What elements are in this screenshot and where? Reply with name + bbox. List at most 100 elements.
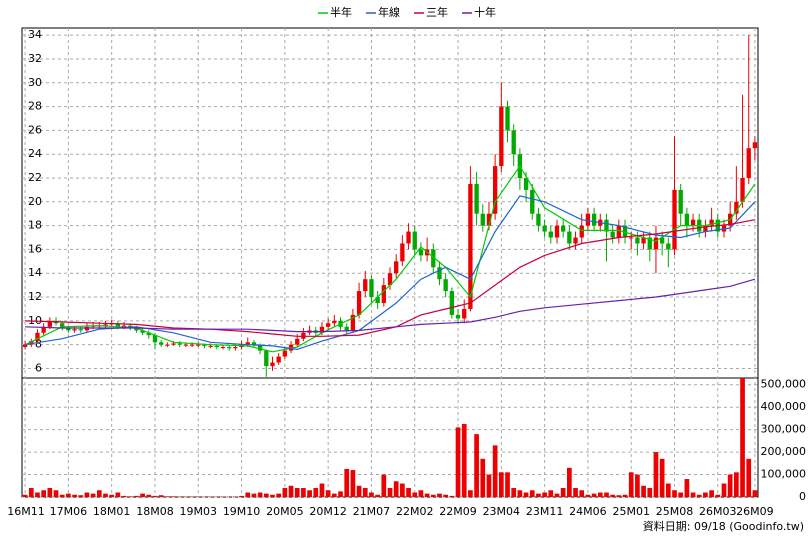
volume-bar	[338, 491, 343, 497]
candle-body	[554, 225, 560, 238]
candle-body	[740, 178, 745, 202]
volume-bar	[344, 468, 350, 497]
volume-bar	[548, 490, 554, 497]
volume-bar	[239, 495, 244, 497]
volume-bar	[375, 494, 380, 497]
volume-bar	[492, 445, 498, 497]
candle-body	[325, 323, 331, 327]
y2-tick-label: 100,000	[761, 468, 807, 481]
volume-bar	[294, 488, 300, 497]
y-tick-label: 12	[28, 290, 42, 303]
candle-body	[653, 237, 659, 250]
candle-body	[208, 345, 213, 347]
volume-bar	[369, 492, 374, 497]
ma-line	[25, 278, 756, 333]
candle-body	[115, 323, 121, 327]
candle-body	[394, 261, 399, 274]
x-tick-label: 19M10	[223, 505, 261, 518]
candle-body	[499, 106, 504, 167]
volume-bar	[418, 490, 424, 497]
y-tick-label: 24	[28, 147, 42, 160]
volume-bar	[709, 490, 714, 497]
volume-bar	[659, 458, 665, 497]
volume-bar	[647, 488, 653, 497]
candle-body	[629, 237, 634, 239]
x-tick-label: 19M03	[180, 505, 218, 518]
volume-bar	[270, 494, 275, 497]
x-tick-label: 18M01	[93, 505, 131, 518]
y2-tick-label: 500,000	[761, 378, 807, 391]
volume-bar	[22, 494, 28, 497]
candle-body	[387, 273, 393, 286]
candle-body	[381, 285, 386, 303]
volume-bar	[158, 495, 164, 497]
legend-label: 十年	[474, 5, 496, 19]
candle-body	[505, 106, 510, 131]
candle-body	[462, 308, 467, 319]
candle-body	[60, 323, 65, 328]
candle-body	[152, 335, 158, 343]
volume-bar	[740, 378, 745, 497]
volume-bar	[455, 427, 461, 497]
volume-bar	[245, 492, 251, 497]
volume-bar	[653, 452, 659, 497]
candle-body	[684, 213, 690, 226]
volume-bar	[628, 472, 634, 497]
candle-body	[616, 225, 622, 238]
candle-body	[530, 189, 535, 214]
candle-body	[492, 166, 498, 214]
volume-bar	[325, 490, 331, 497]
y2-tick-label: 400,000	[761, 400, 807, 413]
x-tick-label: 17M06	[50, 505, 88, 518]
x-tick-label: 20M12	[309, 505, 347, 518]
x-tick-label: 23M04	[483, 505, 521, 518]
candle-body	[703, 225, 708, 232]
y2-tick-label: 0	[799, 490, 806, 503]
volume-bar	[134, 495, 139, 497]
volume-bar	[53, 490, 59, 497]
candle-body	[202, 344, 207, 346]
candle-body	[165, 344, 170, 346]
x-tick-label: 25M01	[612, 505, 650, 518]
candle-body	[523, 178, 529, 190]
candle-body	[449, 291, 455, 315]
volume-bar	[78, 495, 84, 497]
volume-bar	[412, 492, 418, 497]
volume-bar	[406, 488, 411, 497]
candle-body	[666, 243, 671, 250]
candle-body	[548, 231, 553, 238]
volume-bar	[59, 494, 65, 497]
candle-body	[319, 326, 325, 333]
candle-body	[412, 231, 417, 250]
candle-body	[468, 183, 473, 309]
footer: 資料日期: 09/18 (Goodinfo.tw)	[643, 519, 804, 533]
candle-body	[375, 297, 380, 303]
volume-bar	[140, 493, 145, 497]
candle-body	[282, 350, 288, 357]
volume-bar	[121, 495, 127, 497]
volume-bar	[381, 474, 387, 497]
candle-body	[189, 344, 195, 346]
x-tick-label: 20M05	[266, 505, 304, 518]
candle-body	[610, 231, 615, 238]
volume-bar	[152, 495, 158, 497]
candle-body	[47, 320, 52, 327]
volume-bar	[28, 488, 34, 497]
candle-body	[635, 237, 640, 244]
volume-bar	[511, 488, 517, 497]
volume-bar	[109, 494, 115, 497]
volume-bar	[35, 492, 40, 497]
volume-bar	[560, 488, 566, 497]
volume-bar	[282, 488, 288, 497]
candle-body	[103, 324, 108, 326]
x-tick-label: 18M08	[136, 505, 174, 518]
volume-bar	[536, 493, 541, 497]
volume-bar	[523, 492, 529, 497]
volume-bar	[449, 495, 455, 497]
candle-body	[66, 328, 71, 331]
y-tick-label: 34	[28, 28, 42, 41]
volume-bar	[591, 493, 597, 497]
y-tick-label: 26	[28, 123, 42, 136]
volume-bar	[307, 490, 312, 497]
